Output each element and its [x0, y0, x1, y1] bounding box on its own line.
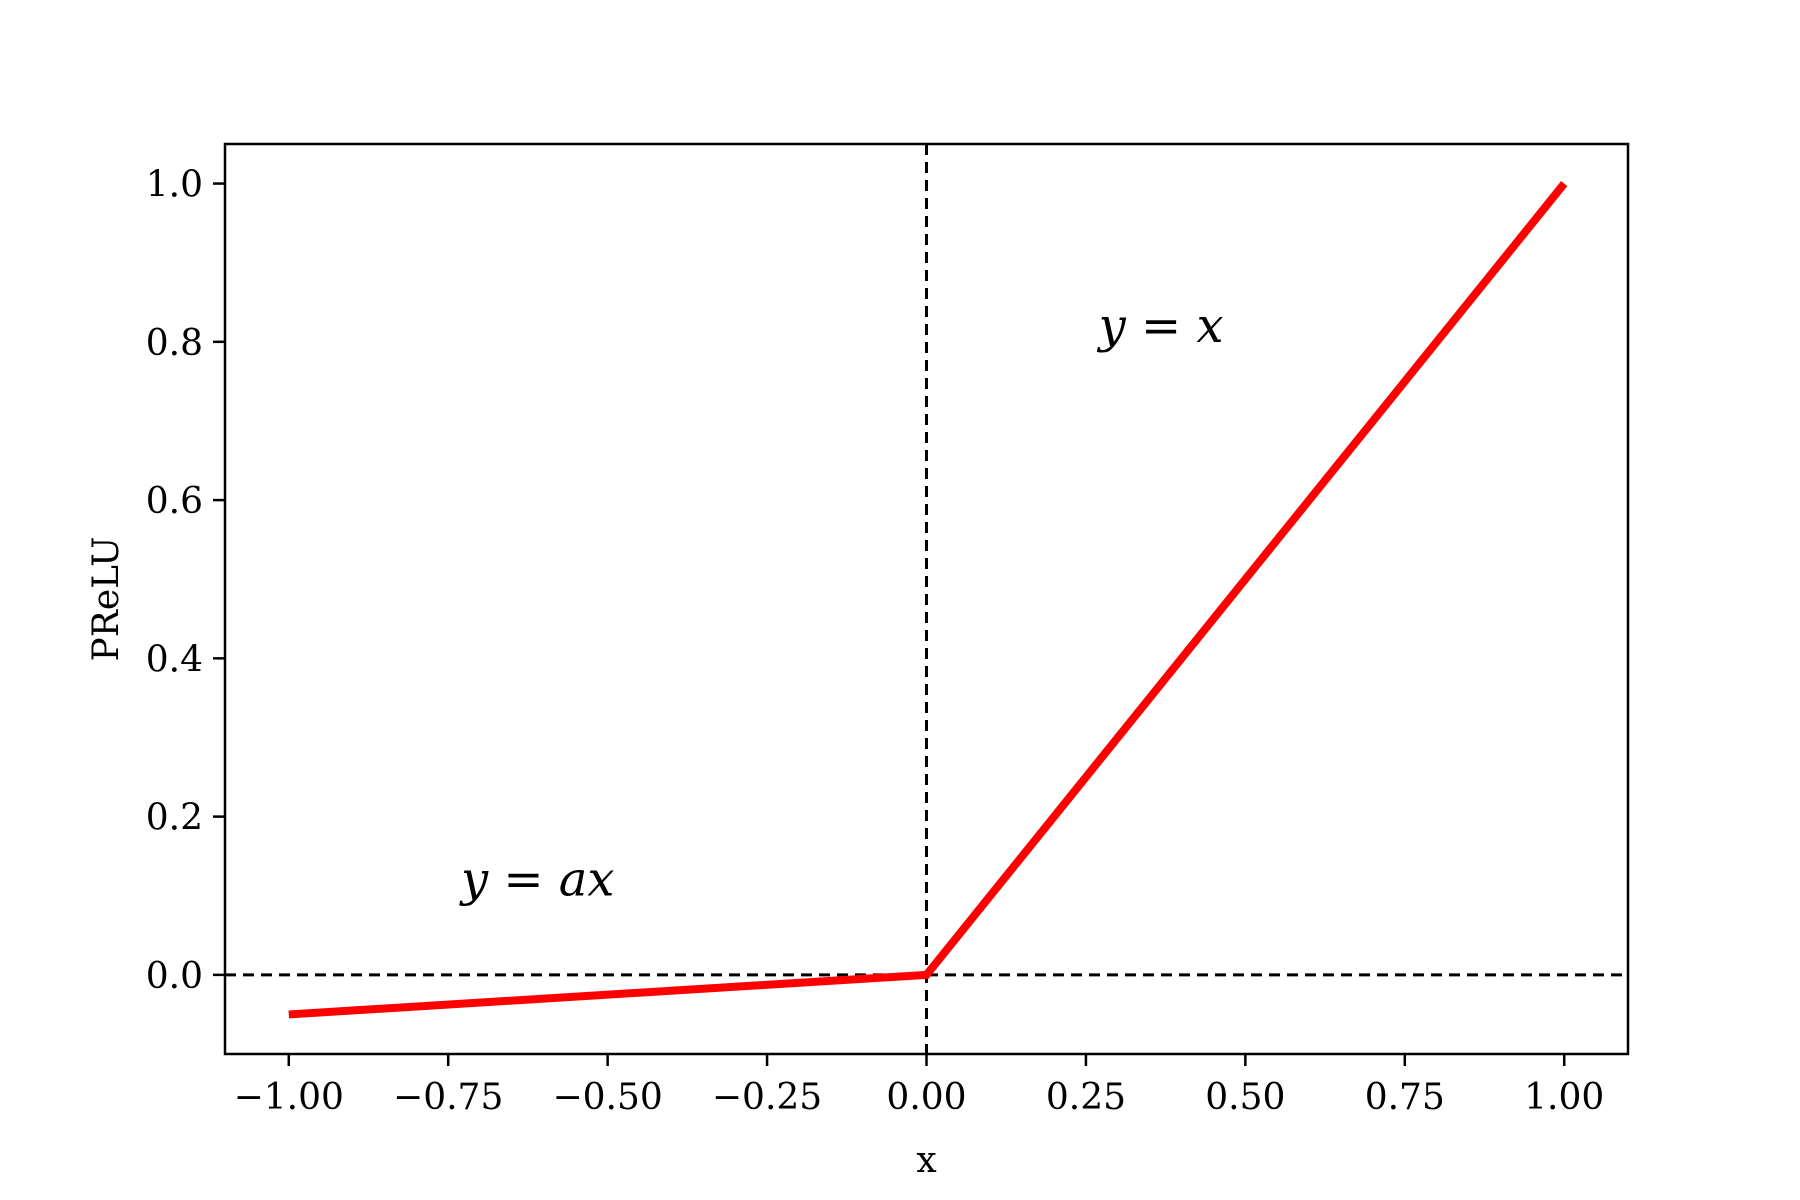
x-tick-label: −0.75	[393, 1077, 503, 1118]
x-tick-label: 0.25	[1046, 1077, 1126, 1118]
x-tick-label: 0.00	[886, 1077, 966, 1118]
y-tick-label: 0.0	[146, 956, 203, 997]
y-tick-label: 0.2	[146, 798, 203, 839]
y-tick-label: 0.6	[146, 481, 203, 522]
prelu-series-line	[288, 181, 1568, 1019]
y-axis-label: PReLU	[86, 537, 127, 662]
y-tick-label: 0.8	[146, 323, 203, 364]
x-tick-label: −0.50	[552, 1077, 662, 1118]
y-axis-ticks: 0.0 0.2 0.4 0.6 0.8 1.0	[146, 165, 225, 997]
annotations: y = x y = ax	[459, 298, 1224, 908]
reference-lines	[225, 144, 1628, 1054]
equation-annotation: y = ax	[459, 852, 615, 908]
x-tick-label: 1.00	[1524, 1077, 1604, 1118]
x-axis-ticks: −1.00 −0.75 −0.50 −0.25 0.00 0.25 0.50 0.75 1.00	[234, 1054, 1604, 1118]
x-tick-label: −0.25	[712, 1077, 822, 1118]
series-layer	[288, 181, 1568, 1019]
x-tick-label: −1.00	[234, 1077, 344, 1118]
x-axis-label: x	[916, 1140, 936, 1181]
y-tick-label: 1.0	[146, 165, 203, 206]
y-tick-label: 0.4	[146, 639, 203, 680]
x-tick-label: 0.50	[1205, 1077, 1285, 1118]
equation-annotation: y = x	[1097, 298, 1224, 354]
x-tick-label: 0.75	[1365, 1077, 1445, 1118]
